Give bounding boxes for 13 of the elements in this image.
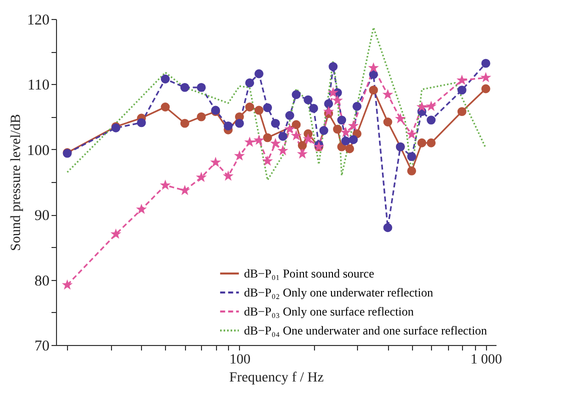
y-tick-label: 80	[34, 273, 50, 290]
x-tick-label: 1 000	[470, 352, 502, 368]
legend-label: dB−P₀₁ Point sound source	[244, 266, 374, 280]
legend-label: dB−P₀₂ Only one underwater reflection	[244, 286, 434, 300]
legend-label: dB−P₀₄ One underwater and one surface reflection	[244, 324, 488, 338]
legend-label: dB−P₀₃ Only one surface reflection	[244, 304, 414, 318]
y-axis-title: Sound pressure level/dB	[9, 114, 24, 251]
y-tick-label: 110	[28, 78, 50, 94]
x-axis-title: Frequency f / Hz	[229, 370, 324, 386]
y-tick-label: 90	[34, 208, 50, 224]
y-tick-label: 120	[27, 12, 50, 28]
y-tick-label: 70	[34, 338, 50, 354]
y-tick-label: 100	[27, 142, 50, 159]
